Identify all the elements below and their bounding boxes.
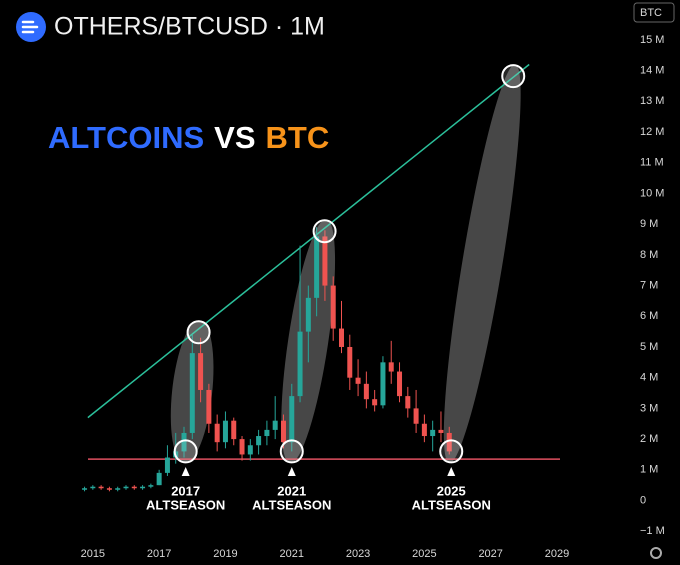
candle-body (446, 432, 452, 452)
highlight-circle (439, 439, 464, 464)
candle-body (264, 429, 270, 437)
candle-body (156, 472, 162, 486)
candle-body (131, 486, 137, 489)
y-tick-label: 8 M (640, 249, 658, 261)
y-tick-label: −1 M (640, 525, 665, 537)
candle-body (123, 486, 129, 489)
candle-body (289, 396, 295, 443)
candle-body (413, 408, 419, 424)
candle-body (222, 420, 228, 443)
candle-body (338, 328, 344, 347)
y-tick-label: 1 M (640, 464, 658, 476)
highlight-circle (173, 439, 198, 464)
candle-body (372, 399, 378, 406)
highlight-circle (312, 219, 337, 244)
candle-body (421, 423, 427, 437)
candle-body (330, 285, 336, 329)
currency-box (633, 2, 675, 23)
y-tick-label: 13 M (640, 95, 664, 107)
candle-body (405, 396, 411, 409)
candle-body (98, 486, 104, 489)
arrow (287, 467, 296, 476)
y-tick-label: 5 M (640, 341, 658, 353)
y-tick-label: 10 M (640, 187, 664, 199)
x-tick-label: 2015 (81, 548, 105, 560)
candle-body (181, 432, 187, 452)
y-tick-label: 2 M (640, 433, 658, 445)
chart-title: OTHERS/BTCUSD · 1M (54, 13, 325, 41)
x-tick-label: 2023 (346, 548, 370, 560)
candle-body (305, 297, 311, 332)
annotation-year: 2017 (171, 483, 200, 498)
candle-body (106, 488, 112, 490)
candle-body (115, 488, 121, 490)
candle-body (256, 436, 262, 446)
candle-body (82, 488, 88, 490)
y-tick-label: 7 M (640, 279, 658, 291)
y-tick-label: 11 M (640, 157, 664, 169)
settings-icon[interactable] (650, 547, 662, 559)
x-tick-label: 2017 (147, 548, 171, 560)
highlight-circle (186, 320, 211, 345)
y-tick-label: 3 M (640, 402, 658, 414)
candle-body (322, 236, 328, 286)
x-tick-label: 2029 (545, 548, 569, 560)
candle-body (297, 331, 303, 397)
candle-body (363, 383, 369, 400)
x-tick-label: 2025 (412, 548, 436, 560)
candle-body (198, 353, 204, 390)
x-tick-label: 2021 (280, 548, 304, 560)
candle-body (388, 362, 394, 372)
candle-body (438, 429, 444, 433)
y-tick-label: 14 M (640, 65, 664, 77)
highlight-circle (279, 439, 304, 464)
highlight-circle (501, 64, 526, 89)
candle-body (272, 420, 278, 430)
y-tick-label: 12 M (640, 126, 664, 138)
annotation-label: ALTSEASON (146, 497, 225, 512)
candle-body (231, 420, 237, 440)
currency-label: BTC (640, 7, 662, 19)
candle-body (397, 371, 403, 397)
headline-word: VS (214, 120, 255, 155)
arrow (181, 467, 190, 476)
candle-body (430, 429, 436, 437)
highlight-band (443, 64, 521, 464)
annotation-label: ALTSEASON (412, 497, 491, 512)
candle-body (355, 377, 361, 384)
annotation-year: 2021 (277, 483, 306, 498)
y-tick-label: 4 M (640, 372, 658, 384)
candle-body (164, 457, 170, 473)
candle-body (280, 420, 286, 443)
candle-body (148, 485, 154, 487)
annotation-year: 2025 (437, 483, 466, 498)
y-tick-label: 0 (640, 494, 646, 506)
candle-body (247, 445, 253, 455)
annotation-label: ALTSEASON (252, 497, 331, 512)
candle-body (140, 486, 146, 489)
y-tick-label: 6 M (640, 310, 658, 322)
y-tick-label: 15 M (640, 34, 664, 46)
trendline (87, 63, 530, 419)
headline-word: ALTCOINS (48, 120, 204, 155)
candle-body (239, 439, 245, 455)
arrow (447, 467, 456, 476)
y-tick-label: 9 M (640, 218, 658, 230)
candle-body (90, 486, 96, 489)
x-tick-label: 2027 (478, 548, 502, 560)
headline-word: BTC (266, 120, 330, 155)
candle-body (206, 389, 212, 424)
candle-body (214, 423, 220, 443)
candle-body (380, 362, 386, 406)
candle-body (189, 353, 195, 433)
candle-body (347, 346, 353, 378)
candle-body (314, 236, 320, 298)
logo-glyph (21, 20, 39, 34)
x-tick-label: 2019 (213, 548, 237, 560)
